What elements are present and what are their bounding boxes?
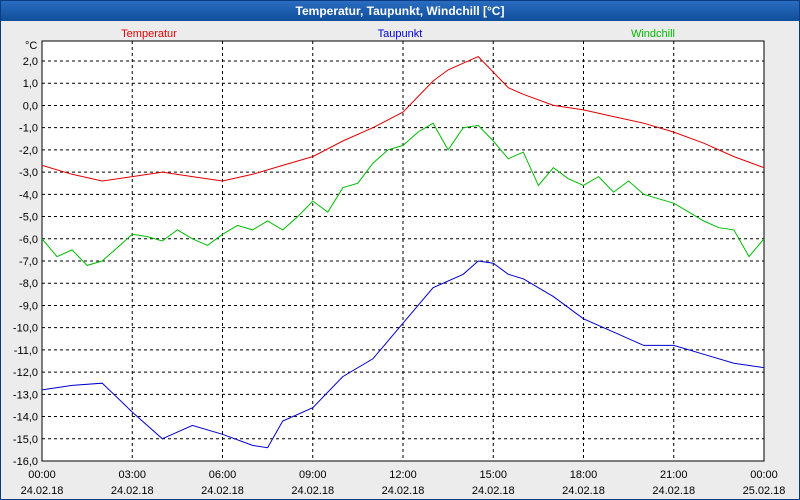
y-tick-label: -6,0 [19, 234, 38, 246]
series-taupunkt-line [41, 260, 765, 449]
y-tick-label: -13,0 [13, 389, 38, 401]
y-tick-label: -16,0 [13, 456, 38, 468]
legend-windchill: Windchill [631, 28, 675, 40]
window-title: Temperatur, Taupunkt, Windchill [°C] [1, 1, 799, 21]
y-tick-label: 1,0 [23, 78, 38, 90]
series-windchill-line [41, 122, 765, 266]
y-tick-label: -12,0 [13, 367, 38, 379]
x-tick-date: 24.02.18 [291, 485, 334, 497]
x-tick-date: 24.02.18 [201, 485, 244, 497]
x-tick-date: 24.02.18 [382, 485, 425, 497]
chart-area: 2,0 1,0 0,0 -1,0 -2,0 -3,0 -4,0 -5,0 -6,0 -7,0 -8,… [13, 28, 786, 497]
x-tick-time: 09:00 [299, 469, 327, 481]
y-tick-label: -10,0 [13, 323, 38, 335]
y-tick-label: -1,0 [19, 123, 38, 135]
y-tick-label: -11,0 [14, 345, 38, 357]
x-tick-time: 18:00 [570, 469, 598, 481]
y-tick-label: -5,0 [19, 212, 38, 224]
x-tick-time: 03:00 [118, 469, 146, 481]
series-lines [41, 56, 765, 449]
y-tick-label: -15,0 [13, 434, 38, 446]
x-tick-time: 00:00 [750, 469, 778, 481]
y-tick-label: -2,0 [19, 145, 38, 157]
x-tick-date: 24.02.18 [652, 485, 695, 497]
y-tick-label: -14,0 [13, 412, 38, 424]
legend-taupunkt: Taupunkt [378, 28, 423, 40]
y-tick-label: 0,0 [23, 100, 38, 112]
legend-temperatur: Temperatur [121, 28, 177, 40]
x-tick-time: 00:00 [28, 469, 56, 481]
y-tick-label: -4,0 [19, 189, 38, 201]
y-tick-label: -9,0 [19, 300, 38, 312]
x-tick-time: 06:00 [209, 469, 237, 481]
y-tick-label: -3,0 [19, 167, 38, 179]
x-tick-date: 24.02.18 [562, 485, 605, 497]
x-tick-time: 21:00 [660, 469, 688, 481]
x-tick-time: 12:00 [389, 469, 417, 481]
y-tick-label: -7,0 [19, 256, 38, 268]
y-tick-label: 2,0 [23, 56, 38, 68]
series-temperatur-line [41, 56, 765, 182]
x-tick-date: 25.02.18 [743, 485, 786, 497]
y-tick-labels: 2,0 1,0 0,0 -1,0 -2,0 -3,0 -4,0 -5,0 -6,0 -7,0 -8,… [13, 56, 38, 468]
y-tick-label: -8,0 [19, 278, 38, 290]
x-tick-labels: 00:00 24.02.18 03:00 24.02.18 06:00 24.02.18 0… [21, 469, 786, 497]
y-axis-unit: °C [25, 40, 37, 52]
x-tick-date: 24.02.18 [21, 485, 64, 497]
x-tick-date: 24.02.18 [472, 485, 515, 497]
x-tick-time: 15:00 [479, 469, 507, 481]
x-tick-date: 24.02.18 [111, 485, 154, 497]
